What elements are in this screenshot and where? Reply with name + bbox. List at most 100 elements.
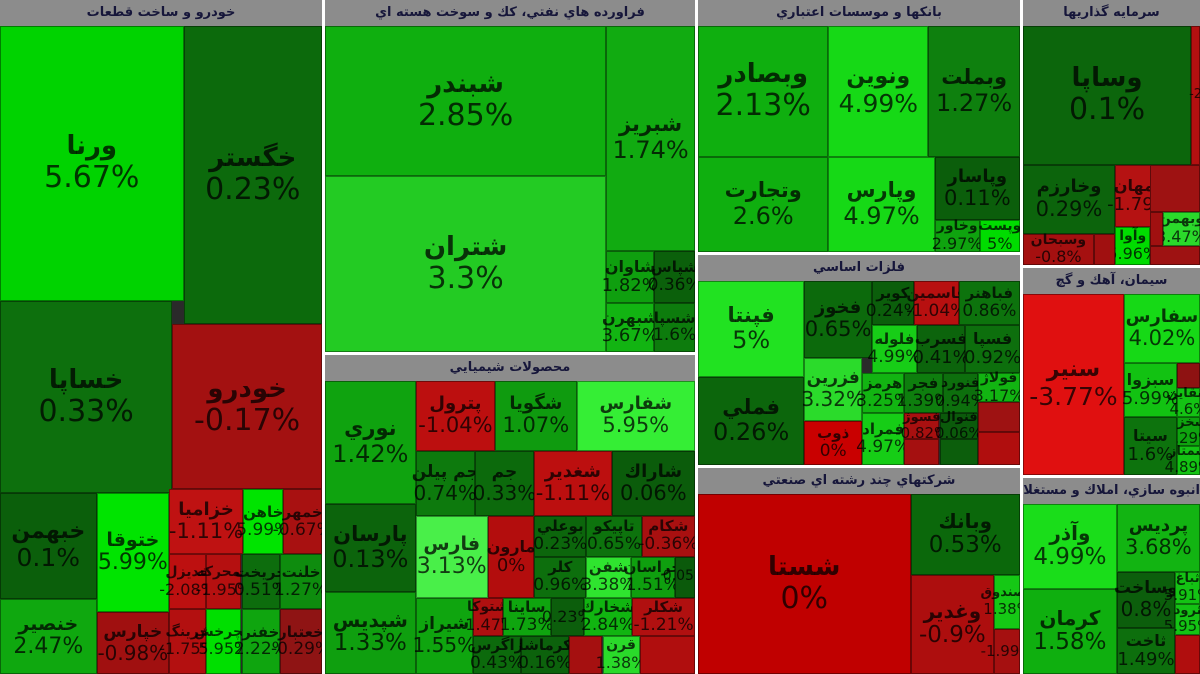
treemap-tile[interactable]	[904, 439, 940, 465]
treemap-tile[interactable]: خفنر 2.22%	[234, 609, 288, 674]
treemap-tile[interactable]: وغدير -0.9%	[910, 575, 995, 674]
treemap-tile[interactable]: شكلر -1.21%	[632, 597, 695, 636]
treemap-tile[interactable]	[1175, 634, 1200, 674]
treemap-tile[interactable]: كلر 0.96%	[533, 556, 587, 598]
treemap-tile[interactable]: خپارس -0.98%	[96, 612, 170, 674]
treemap-tile[interactable]: وسبحان -0.8%	[1023, 232, 1094, 265]
treemap-tile[interactable]: قرن 1.38%	[596, 635, 646, 674]
treemap-tile[interactable]: شاراك 0.06%	[611, 451, 695, 516]
treemap-tile[interactable]: شستا 0%	[698, 494, 911, 674]
treemap-tile[interactable]: خاهن 5.99%	[236, 489, 290, 555]
treemap-tile[interactable]: شيراز 1.55%	[413, 597, 476, 674]
treemap-tile[interactable]: فلوله 4.99%	[867, 325, 921, 373]
treemap-tile[interactable]: خگستر 0.23%	[183, 26, 322, 325]
treemap-tile[interactable]: خنصير 2.47%	[0, 599, 97, 674]
treemap-tile[interactable]: پرديس 3.68%	[1116, 504, 1200, 572]
treemap-tile[interactable]: خزاميا -1.11%	[169, 489, 243, 555]
treemap-tile[interactable]: -2	[1189, 26, 1200, 165]
treemap-tile[interactable]: فزرين 3.32%	[801, 358, 865, 421]
treemap-tile[interactable]: جم پيلن 0.74%	[412, 451, 479, 516]
treemap-tile[interactable]: زاگرس 0.43%	[470, 635, 524, 674]
treemap-tile[interactable]: خعتبار-0.29%	[271, 609, 322, 674]
treemap-tile[interactable]: وتجارت 2.6%	[698, 157, 829, 252]
treemap-tile[interactable]: وبصادر 2.13%	[698, 26, 829, 158]
treemap-tile[interactable]: خودرو -0.17%	[172, 324, 322, 490]
treemap-tile[interactable]: خمحركه -1.95%	[195, 554, 252, 610]
treemap-tile[interactable]: فخوز 0.65%	[804, 281, 872, 359]
treemap-tile[interactable]: وخاور 2.97%	[932, 219, 983, 252]
treemap-tile[interactable]: خديزل -2.08%	[159, 554, 216, 610]
treemap-tile[interactable]: مارون 0%	[487, 515, 535, 598]
treemap-tile[interactable]: سقاين4.6%	[1167, 386, 1200, 417]
treemap-tile[interactable]: فباهنر 0.86%	[958, 281, 1020, 326]
treemap-tile[interactable]: كرماشا 0.16%	[518, 635, 572, 674]
treemap-tile[interactable]: وساپا 0.1%	[1023, 26, 1192, 165]
treemap-tile[interactable]: شگويا 1.07%	[495, 381, 577, 452]
treemap-tile[interactable]: سنير -3.77%	[1023, 294, 1124, 475]
treemap-tile[interactable]: بوعلي 0.23%	[533, 515, 587, 557]
treemap-tile[interactable]: فجر 1.39%	[896, 373, 950, 414]
treemap-tile[interactable]: هرمز 3.25%	[856, 373, 910, 414]
treemap-tile[interactable]: وپاسار 0.11%	[934, 157, 1020, 221]
treemap-tile[interactable]: فاسمين -1.04%	[906, 281, 966, 326]
treemap-tile[interactable]: ثاخت 1.49%	[1116, 628, 1176, 674]
treemap-tile[interactable]: شسپا 1.6%	[653, 303, 695, 352]
treemap-tile[interactable]: شتران 3.3%	[325, 175, 607, 352]
treemap-tile[interactable]: وپست 5%	[978, 219, 1020, 252]
treemap-tile[interactable]	[939, 439, 979, 465]
treemap-tile[interactable]: خبهمن 0.1%	[0, 492, 97, 600]
treemap-tile[interactable]: خراسان 1.51%	[624, 556, 682, 598]
treemap-tile[interactable]: شفارس 5.95%	[576, 381, 695, 452]
treemap-tile[interactable]: سفارس 4.02%	[1123, 294, 1200, 363]
treemap-tile[interactable]: نوري 1.42%	[325, 381, 416, 505]
treemap-tile[interactable]: فپنتا 5%	[698, 281, 805, 377]
treemap-tile[interactable]: وخارزم 0.29%	[1023, 164, 1116, 234]
treemap-tile[interactable]: شاوان 1.82%	[602, 250, 659, 304]
treemap-tile[interactable]: فنوال 0.06%	[935, 410, 983, 441]
treemap-tile[interactable]: وآوا 5.96%	[1107, 226, 1158, 265]
treemap-tile[interactable]: خساپا 0.33%	[0, 301, 173, 493]
treemap-tile[interactable]: فسپا 0.92%	[964, 325, 1020, 373]
treemap-tile[interactable]: سبزوا 5.99%	[1122, 362, 1179, 418]
treemap-tile[interactable]	[1176, 362, 1200, 389]
treemap-tile[interactable]: فملي 0.26%	[698, 376, 805, 465]
treemap-tile[interactable]: فولاژ 3.17%	[974, 370, 1020, 404]
treemap-tile[interactable]: خرينگ -1.75%	[159, 609, 216, 674]
treemap-tile[interactable]: -1.99%	[981, 629, 1020, 674]
treemap-tile[interactable]: وبانك 0.53%	[910, 494, 1020, 575]
treemap-tile[interactable]	[639, 635, 695, 674]
treemap-tile[interactable]: فارس 3.13%	[415, 515, 488, 598]
treemap-tile[interactable]	[978, 431, 1020, 465]
treemap-tile[interactable]: تاپيكو 0.65%	[586, 515, 642, 557]
treemap-tile[interactable]: جم 0.33%	[473, 451, 536, 516]
treemap-tile[interactable]: پارسان 0.13%	[325, 504, 416, 592]
treemap-tile[interactable]: ونوين 4.99%	[828, 26, 929, 158]
treemap-tile[interactable]: وبملت 1.27%	[928, 26, 1020, 158]
treemap-tile[interactable]: وآذر 4.99%	[1023, 504, 1117, 589]
treemap-tile[interactable]: فسرب 0.41%	[913, 325, 970, 373]
treemap-tile[interactable]: فمراد 4.97%	[856, 413, 910, 465]
treemap-tile[interactable]: كوير 0.24%	[866, 281, 920, 326]
treemap-tile[interactable]: سخزر2.29%	[1165, 415, 1200, 446]
treemap-tile[interactable]: شغدير -1.11%	[534, 451, 612, 516]
treemap-tile[interactable]: 0.05%	[663, 556, 695, 598]
treemap-tile[interactable]: ساينا 1.73%	[500, 597, 554, 636]
treemap-tile[interactable]: شخارك 2.84%	[581, 597, 635, 636]
treemap-tile[interactable]: پترول -1.04%	[415, 381, 496, 452]
treemap-tile[interactable]: ورنا 5.67%	[0, 26, 184, 302]
treemap-tile[interactable]: 0.23%	[542, 597, 593, 636]
treemap-tile[interactable]: شبندر 2.85%	[325, 26, 607, 176]
treemap-tile[interactable]: وصندوق1.38%	[981, 575, 1020, 629]
treemap-tile[interactable]: خمهر-0.67%	[273, 489, 322, 555]
treemap-tile[interactable]: كرمان 1.58%	[1023, 589, 1117, 674]
treemap-tile[interactable]: وپارس 4.97%	[828, 157, 935, 252]
treemap-tile[interactable]: سيتا 1.6%	[1123, 417, 1177, 475]
treemap-tile[interactable]: فنورد 0.94%	[935, 373, 986, 414]
treemap-tile[interactable]: وساخت 0.8%	[1114, 572, 1178, 629]
treemap-tile[interactable]: شپديس 1.33%	[325, 591, 416, 674]
